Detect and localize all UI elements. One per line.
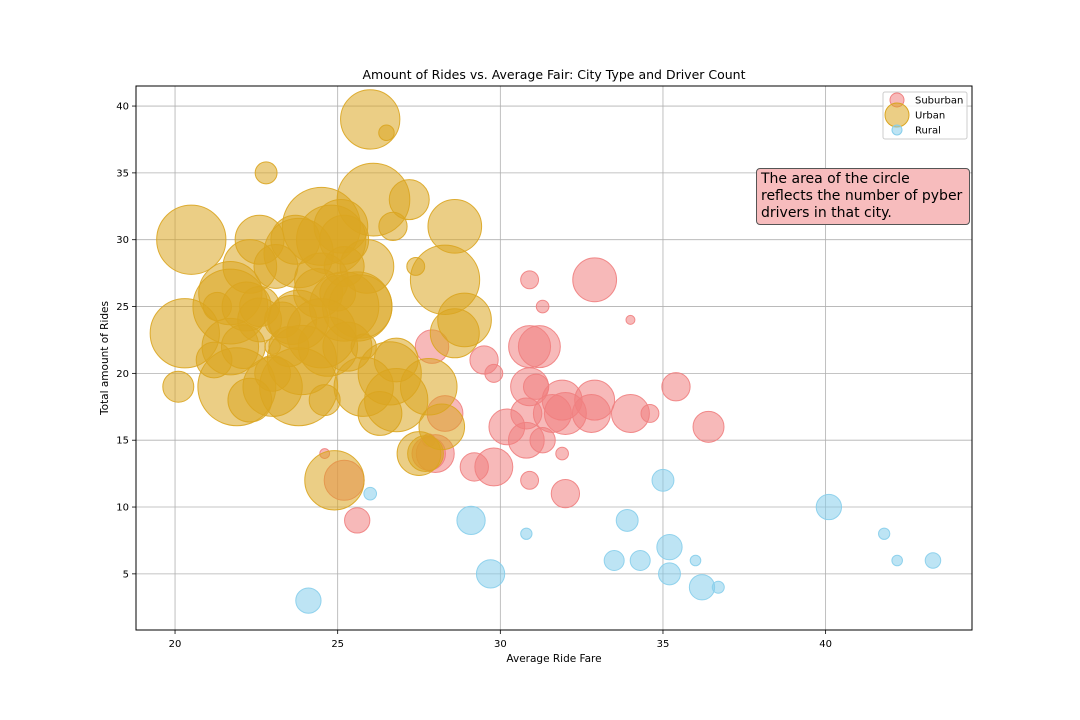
point-suburban xyxy=(555,446,569,461)
point-rural xyxy=(924,552,942,569)
point-rural xyxy=(688,574,716,601)
y-tick-label: 40 xyxy=(116,102,129,113)
y-tick-label: 30 xyxy=(116,235,129,246)
y-tick-label: 10 xyxy=(116,503,129,514)
point-suburban xyxy=(535,299,550,314)
legend-label-urban: Urban xyxy=(915,111,945,122)
plot-frame xyxy=(135,85,973,631)
point-rural xyxy=(656,533,683,561)
legend-box xyxy=(882,91,968,140)
point-urban xyxy=(357,391,403,436)
legend-label-suburban: Suburban xyxy=(915,96,963,107)
point-rural xyxy=(603,549,625,571)
point-suburban xyxy=(520,470,540,490)
y-tick-label: 5 xyxy=(123,569,129,580)
point-suburban xyxy=(474,447,514,487)
point-rural xyxy=(615,508,639,532)
point-suburban xyxy=(571,393,611,433)
y-tick-label: 20 xyxy=(116,369,129,380)
point-urban xyxy=(253,244,299,289)
x-tick-label: 25 xyxy=(331,639,344,650)
point-rural xyxy=(815,493,843,521)
point-urban xyxy=(427,199,483,254)
point-suburban xyxy=(661,372,691,402)
point-urban xyxy=(254,161,278,185)
point-suburban xyxy=(517,325,561,369)
point-urban xyxy=(378,211,408,241)
series-rural xyxy=(295,468,942,614)
point-suburban xyxy=(484,363,504,383)
point-urban xyxy=(227,377,273,423)
point-rural xyxy=(651,468,675,492)
point-suburban xyxy=(572,257,618,303)
point-urban xyxy=(378,124,395,142)
legend-marker-rural xyxy=(891,124,903,136)
x-tick-label: 30 xyxy=(494,639,507,650)
point-urban xyxy=(407,435,444,472)
point-rural xyxy=(295,587,322,614)
point-rural xyxy=(363,486,378,501)
y-tick-label: 35 xyxy=(116,168,129,179)
point-urban xyxy=(308,384,341,417)
point-rural xyxy=(878,527,891,540)
point-suburban xyxy=(692,410,725,443)
point-rural xyxy=(658,562,681,586)
point-suburban xyxy=(640,404,660,423)
annotation-box: The area of the circle reflects the numb… xyxy=(756,168,970,225)
point-urban xyxy=(388,179,430,221)
point-urban xyxy=(340,89,401,150)
point-urban xyxy=(162,370,195,403)
point-urban xyxy=(429,308,480,359)
x-tick-label: 35 xyxy=(657,639,670,650)
point-urban xyxy=(304,450,365,511)
y-axis-label: Total amount of Rides xyxy=(99,301,111,416)
point-rural xyxy=(711,580,725,594)
legend-label-rural: Rural xyxy=(915,126,941,137)
point-suburban xyxy=(529,427,556,454)
axis-ticks: 20 25 30 35 40 5 10 15 20 25 30 35 40 xyxy=(116,102,832,650)
point-suburban xyxy=(625,314,636,325)
x-tick-label: 40 xyxy=(819,639,832,650)
x-tick-label: 20 xyxy=(169,639,182,650)
legend: Suburban Urban Rural xyxy=(882,91,968,140)
point-urban xyxy=(156,204,227,275)
chart-title: Amount of Rides vs. Average Fair: City T… xyxy=(362,67,745,82)
y-tick-label: 15 xyxy=(116,436,129,447)
point-rural xyxy=(520,527,533,540)
point-suburban xyxy=(550,479,581,509)
point-suburban xyxy=(520,270,540,290)
point-rural xyxy=(891,554,903,567)
y-tick-label: 25 xyxy=(116,302,129,313)
point-suburban xyxy=(344,507,371,534)
x-axis-label: Average Ride Fare xyxy=(506,653,601,665)
data-points xyxy=(149,89,942,614)
legend-marker-urban xyxy=(884,102,910,128)
point-rural xyxy=(689,554,702,567)
point-rural xyxy=(456,505,486,536)
series-urban xyxy=(149,89,492,511)
point-rural xyxy=(475,559,506,589)
point-rural xyxy=(629,549,651,571)
